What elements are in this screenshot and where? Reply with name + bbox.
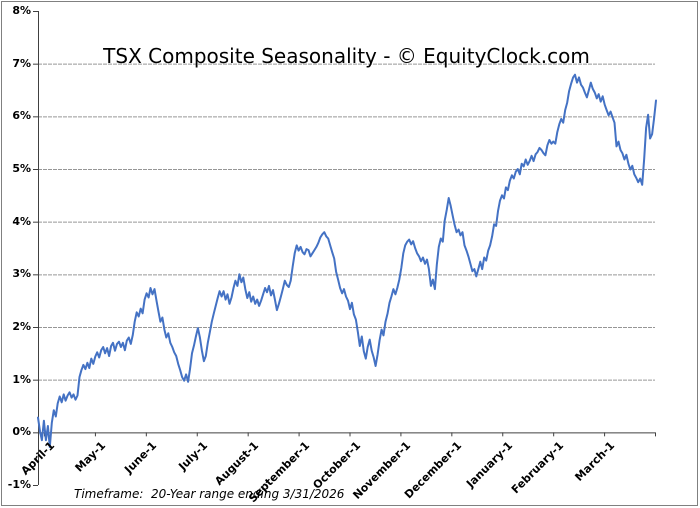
y-tick-label-0pct: 0%	[12, 425, 31, 439]
seasonality-series-line	[37, 73, 657, 449]
chart-title: TSX Composite Seasonality - © EquityCloc…	[103, 44, 590, 68]
y-tick-label-8pct: 8%	[12, 4, 31, 17]
y-tick-label-4pct: 4%	[12, 214, 31, 228]
timeframe-caption: Timeframe: 20-Year range ending 3/31/202…	[74, 487, 345, 501]
y-tick-label-3pct: 3%	[12, 267, 31, 281]
y-tick-label-6pct: 6%	[12, 109, 31, 123]
y-tick-label-5pct: 5%	[12, 162, 31, 175]
y-tick-label-7pct: 7%	[12, 56, 31, 70]
y-tick-label-2pct: 2%	[12, 320, 31, 333]
y-tick-label--1pct: -1%	[7, 478, 31, 491]
y-tick-label-1pct: 1%	[12, 372, 31, 386]
